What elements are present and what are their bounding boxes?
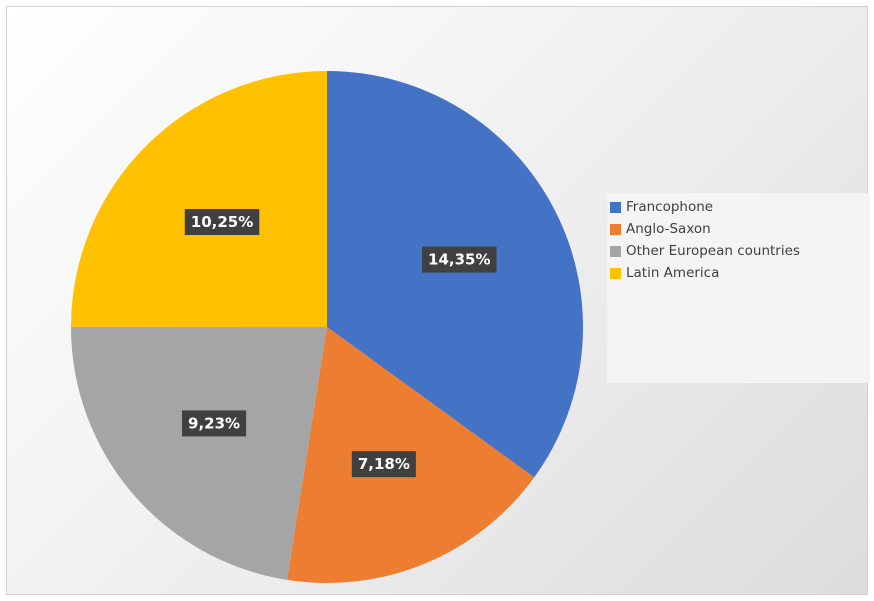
pie-chart: 14,35% 7,18% 9,23% 10,25% [71, 71, 584, 583]
legend-item: Francophone [610, 196, 870, 218]
legend-swatch [610, 201, 621, 213]
legend-label: Latin America [626, 265, 720, 281]
legend-item: Latin America [610, 262, 870, 284]
legend-swatch [610, 223, 621, 235]
chart-area: 14,35% 7,18% 9,23% 10,25% Francophone Anglo… [6, 6, 870, 595]
data-label-background [351, 451, 416, 478]
data-label-background [422, 246, 497, 273]
data-label-text: 14,35% [428, 251, 490, 269]
legend-swatch [610, 267, 621, 279]
legend-item: Anglo-Saxon [610, 218, 870, 240]
data-label-background [182, 410, 247, 437]
data-label: 10,25% [184, 208, 260, 235]
data-label: 9,23% [182, 410, 247, 437]
legend-label: Anglo-Saxon [626, 221, 711, 237]
data-label: 7,18% [351, 451, 416, 478]
data-label-background [184, 208, 260, 235]
data-label-text: 10,25% [191, 213, 253, 231]
data-label-text: 9,23% [188, 414, 240, 432]
legend-label: Francophone [626, 199, 714, 215]
legend: Francophone Anglo-Saxon Other European c… [607, 193, 870, 383]
legend-label: Other European countries [626, 243, 800, 259]
pie-slice [327, 71, 584, 478]
data-label-text: 7,18% [358, 455, 410, 473]
pie-slice [71, 71, 327, 327]
legend-swatch [610, 245, 621, 257]
legend-item: Other European countries [610, 240, 870, 262]
data-label: 14,35% [422, 246, 497, 273]
pie-slice [71, 326, 327, 580]
